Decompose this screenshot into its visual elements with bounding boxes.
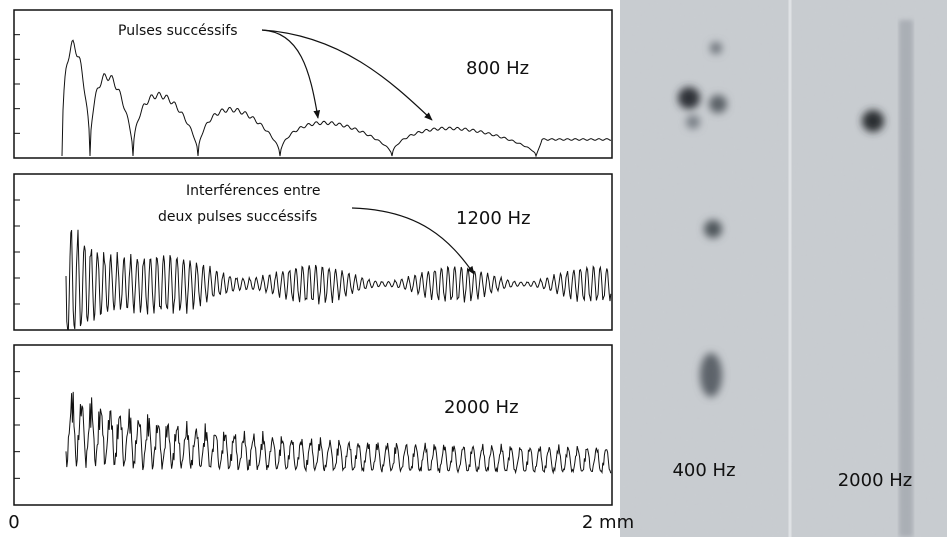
trace [65, 391, 612, 475]
spot [862, 110, 884, 132]
axis-end: 2 mm [582, 512, 634, 533]
annotation: deux pulses succéssifs [158, 209, 317, 225]
annotation: Interférences entre [186, 183, 320, 199]
spot [710, 42, 722, 54]
panel-label: 800 Hz [466, 58, 529, 79]
spot [700, 353, 722, 397]
arrow [261, 29, 321, 119]
panel-frame [13, 9, 613, 159]
arrow [351, 207, 475, 275]
panels [13, 9, 613, 506]
spot [686, 115, 700, 129]
spots [678, 42, 884, 397]
streak [899, 20, 913, 537]
spot [709, 95, 727, 113]
photo-label: 400 Hz [672, 460, 735, 481]
panel-label: 2000 Hz [444, 397, 519, 418]
photo-grain [620, 0, 947, 537]
panel-label: 1200 Hz [456, 208, 531, 229]
spot [704, 220, 722, 238]
trace [65, 229, 612, 330]
panel-frame [13, 344, 613, 506]
spot [678, 87, 700, 109]
arrow [261, 29, 433, 121]
photo-label: 2000 Hz [838, 470, 913, 491]
annotation: Pulses succéssifs [118, 23, 238, 39]
trace [61, 39, 611, 158]
axis-start: 0 [8, 512, 19, 533]
photos: 400 Hz 2000 Hz [620, 0, 947, 537]
